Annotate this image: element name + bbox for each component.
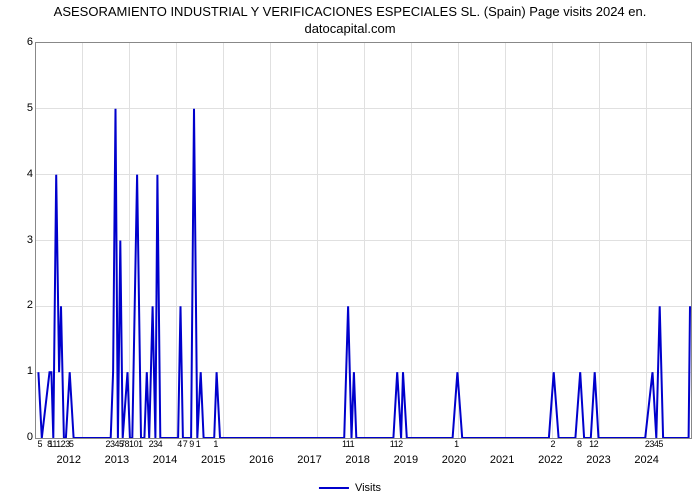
y-tick: 1 xyxy=(13,365,33,377)
x-year-tick: 2016 xyxy=(249,454,273,466)
x-month-tick: 5 xyxy=(69,439,74,449)
legend-label: Visits xyxy=(355,482,381,494)
chart-title: ASESORAMIENTO INDUSTRIAL Y VERIFICACIONE… xyxy=(0,0,700,38)
x-month-tick: 11123 xyxy=(48,439,69,449)
y-tick: 0 xyxy=(13,431,33,443)
x-month-tick: 4 xyxy=(177,439,182,449)
x-month-tick: 12 xyxy=(589,439,598,449)
x-month-tick: 1 xyxy=(213,439,218,449)
y-axis: 0123456 xyxy=(13,42,33,437)
plot-area: 0123456 5811123523457810123447 9 1111111… xyxy=(35,42,690,437)
legend: Visits xyxy=(319,482,381,494)
x-year-tick: 2023 xyxy=(586,454,610,466)
x-year-tick: 2024 xyxy=(634,454,658,466)
x-year-tick: 2022 xyxy=(538,454,562,466)
x-month-tick: 5 xyxy=(38,439,43,449)
x-month-tick: 2 xyxy=(550,439,555,449)
x-year-tick: 2013 xyxy=(105,454,129,466)
plot-grid xyxy=(35,42,692,439)
y-tick: 3 xyxy=(13,234,33,246)
x-month-tick: 2345 xyxy=(645,439,663,449)
y-tick: 4 xyxy=(13,168,33,180)
x-year-tick: 2015 xyxy=(201,454,225,466)
x-month-tick: 112 xyxy=(390,439,403,449)
legend-swatch xyxy=(319,487,349,489)
x-month-tick: 78101 xyxy=(120,439,143,449)
x-axis-months: 5811123523457810123447 9 111111121281223… xyxy=(35,439,690,453)
x-month-tick: 7 9 1 xyxy=(183,439,201,449)
x-month-tick: 8 xyxy=(577,439,582,449)
y-tick: 6 xyxy=(13,36,33,48)
x-year-tick: 2021 xyxy=(490,454,514,466)
x-month-tick: 1 xyxy=(454,439,459,449)
x-axis-years: 2012 2013 2014 2015 2016 2017 2018 2019 2020 2021… xyxy=(35,454,690,468)
x-year-tick: 2019 xyxy=(394,454,418,466)
x-month-tick: 234 xyxy=(149,439,163,449)
x-year-tick: 2014 xyxy=(153,454,177,466)
y-tick: 2 xyxy=(13,299,33,311)
x-month-tick: 111 xyxy=(342,439,354,449)
x-year-tick: 2018 xyxy=(345,454,369,466)
visits-line-series xyxy=(36,43,691,438)
x-year-tick: 2012 xyxy=(56,454,80,466)
x-year-tick: 2017 xyxy=(297,454,321,466)
y-tick: 5 xyxy=(13,102,33,114)
x-year-tick: 2020 xyxy=(442,454,466,466)
